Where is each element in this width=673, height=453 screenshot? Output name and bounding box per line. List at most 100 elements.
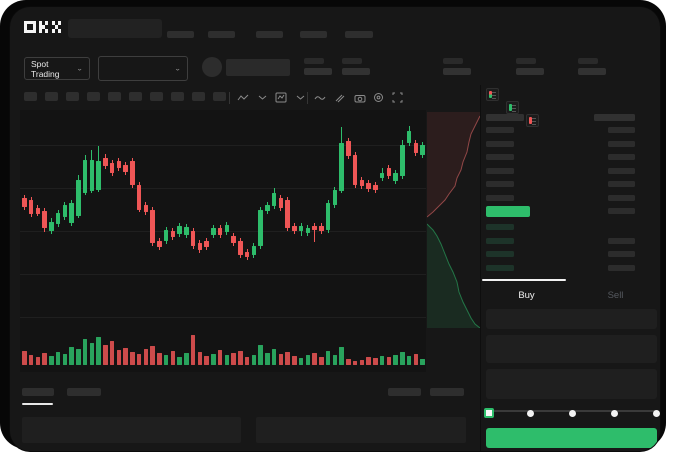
chevron-down-icon[interactable]	[256, 91, 269, 104]
volume-bar	[413, 354, 418, 365]
market-type-label: Spot Trading	[31, 58, 60, 79]
slider-stop[interactable]	[569, 409, 576, 417]
top-nav-item[interactable]	[256, 31, 283, 38]
tab-buy[interactable]: Buy	[518, 290, 535, 301]
price-input[interactable]	[486, 309, 657, 329]
candle-body	[136, 185, 142, 210]
line-chart-icon[interactable]	[236, 91, 249, 104]
book-bids-view-icon[interactable]	[506, 101, 519, 114]
bottom-panel-control[interactable]	[430, 388, 464, 396]
ticker-stat	[443, 58, 471, 75]
wave-icon[interactable]	[313, 91, 326, 104]
amount-input[interactable]	[486, 335, 657, 363]
depth-chart[interactable]	[426, 112, 481, 329]
book-asks-view-icon[interactable]	[526, 114, 539, 127]
volume-bar	[123, 348, 128, 365]
timeframe-button[interactable]	[66, 92, 79, 101]
divider	[229, 92, 230, 104]
coin-avatar	[202, 57, 222, 77]
settings-icon[interactable]	[372, 91, 385, 104]
book-amount	[608, 237, 635, 244]
volume-bar	[130, 352, 135, 365]
draw-icon[interactable]	[333, 91, 346, 104]
candle-body	[325, 203, 331, 230]
market-type-dropdown[interactable]: Spot Trading ⌄	[24, 57, 90, 80]
book-combined-view-icon[interactable]	[486, 88, 499, 101]
volume-bar	[184, 353, 189, 365]
total-input[interactable]	[486, 369, 657, 399]
volume-bar	[224, 355, 229, 365]
divider	[480, 85, 481, 451]
volume-bar	[190, 335, 196, 365]
bottom-tab[interactable]	[67, 388, 101, 396]
slider-stop[interactable]	[652, 409, 660, 417]
ticker-stat	[342, 58, 370, 75]
candle-body	[211, 228, 216, 235]
book-bid-price	[486, 237, 514, 244]
slider-stop[interactable]	[527, 409, 535, 417]
timeframe-button[interactable]	[192, 92, 205, 101]
search-input[interactable]	[68, 19, 162, 38]
volume-bar	[136, 354, 142, 365]
candlestick-chart[interactable]	[20, 110, 426, 372]
timeframe-button[interactable]	[87, 92, 100, 101]
volume-bar	[143, 349, 148, 365]
bottom-tab-active[interactable]	[22, 388, 54, 396]
volume-bar	[373, 358, 378, 365]
book-ask-price	[486, 194, 514, 201]
indicator-icon[interactable]	[274, 91, 287, 104]
volume-bar	[346, 359, 351, 365]
top-nav-item[interactable]	[300, 31, 327, 38]
volume-bar	[406, 356, 412, 365]
candle-body	[278, 198, 283, 208]
tab-sell[interactable]: Sell	[607, 290, 624, 301]
top-nav-item[interactable]	[345, 31, 373, 38]
top-nav-item[interactable]	[208, 31, 235, 38]
okx-logo	[24, 20, 64, 35]
volume-bar	[170, 351, 175, 365]
volume-bar	[339, 347, 344, 365]
volume-bar	[197, 352, 202, 365]
chevron-down-icon[interactable]	[294, 91, 307, 104]
amount-slider[interactable]	[484, 408, 660, 418]
candle-body	[28, 200, 34, 214]
candle-body	[238, 241, 243, 255]
volume-bar	[150, 346, 155, 365]
book-ask-price	[486, 167, 514, 174]
camera-icon[interactable]	[353, 91, 366, 104]
candle-body	[244, 252, 250, 257]
chevron-down-icon: ⌄	[76, 64, 83, 73]
candle-body	[332, 190, 337, 205]
volume-bar	[325, 351, 331, 365]
timeframe-button[interactable]	[108, 92, 121, 101]
volume-bar	[258, 345, 263, 365]
gridline	[20, 274, 426, 275]
volume-bar	[386, 357, 391, 365]
timeframe-button[interactable]	[171, 92, 184, 101]
candle-body	[258, 210, 263, 246]
volume-bar	[28, 355, 34, 365]
top-nav-item[interactable]	[167, 31, 194, 38]
volume-bar	[217, 350, 223, 365]
candle-body	[319, 226, 324, 231]
slider-stop[interactable]	[610, 409, 618, 417]
timeframe-button[interactable]	[45, 92, 58, 101]
timeframe-button[interactable]	[150, 92, 163, 101]
timeframe-button[interactable]	[129, 92, 142, 101]
timeframe-button[interactable]	[213, 92, 226, 101]
volume-bar	[82, 339, 88, 365]
pair-selector-dropdown[interactable]: ⌄	[98, 56, 188, 81]
volume-bar	[96, 337, 101, 365]
volume-bar	[278, 354, 283, 365]
candle-wick	[314, 223, 316, 242]
bottom-panel-control[interactable]	[388, 388, 421, 396]
candle-body	[170, 231, 175, 237]
slider-handle[interactable]	[484, 408, 494, 418]
volume-bar	[265, 353, 270, 365]
volume-bar	[49, 356, 54, 365]
buy-submit-button[interactable]	[486, 428, 657, 448]
fullscreen-icon[interactable]	[391, 91, 404, 104]
candle-body	[393, 173, 398, 181]
candle-body	[197, 243, 202, 250]
timeframe-button[interactable]	[24, 92, 37, 101]
